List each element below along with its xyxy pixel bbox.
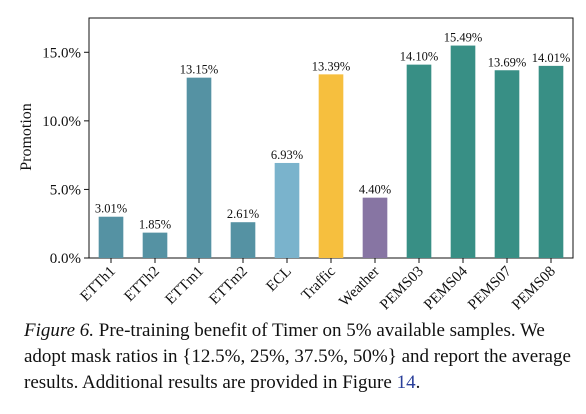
x-tick-label: PEMS07	[465, 263, 515, 313]
x-tick-label: ETTm1	[163, 264, 207, 308]
value-label: 13.69%	[488, 55, 527, 69]
bar-etth1	[98, 216, 124, 258]
x-tick-label: ECL	[263, 264, 294, 295]
value-label: 6.93%	[271, 148, 303, 162]
x-tick-label: Traffic	[299, 263, 339, 303]
figure-caption: Figure 6. Pre-training benefit of Timer …	[24, 318, 580, 396]
bar-traffic	[318, 74, 344, 258]
caption-figure-label: Figure 6.	[24, 320, 95, 341]
x-tick-label: PEMS04	[421, 263, 471, 313]
x-tick-label: PEMS03	[377, 264, 427, 314]
value-label: 13.39%	[312, 59, 351, 73]
bar-chart: 3.01% 1.85% 13.15% 2.61% 6.93% 13.39% 4.40% 14.…	[18, 17, 574, 314]
y-tick-label: 10.0%	[42, 114, 81, 130]
value-label: 14.10%	[400, 50, 439, 64]
bar-pems03	[406, 64, 432, 258]
x-tick-label: ETTm2	[207, 264, 251, 308]
chart-x-ticks: ETTh1 ETTh2 ETTm1 ETTm2 ECL TrafficWeatherPEM…	[77, 258, 559, 314]
bar-pems08	[538, 65, 564, 258]
caption-text: Pre-training benefit of Timer on 5% avai…	[24, 320, 571, 393]
value-label: 1.85%	[139, 218, 171, 232]
y-tick-label: 0.0%	[50, 251, 81, 267]
x-tick-label: ETTh2	[121, 264, 162, 305]
value-label: 14.01%	[532, 51, 571, 65]
caption-figure-link[interactable]: 14	[396, 372, 416, 393]
y-tick-label: 15.0%	[42, 45, 81, 61]
y-tick-label: 5.0%	[50, 182, 81, 198]
value-label: 2.61%	[227, 207, 259, 221]
bar-ettm2	[230, 222, 256, 258]
bar-ecl	[274, 162, 300, 258]
bar-pems07	[494, 70, 520, 258]
value-label: 13.15%	[180, 63, 219, 77]
chart-value-labels: 3.01% 1.85% 13.15% 2.61% 6.93% 13.39% 4.40% 14.…	[95, 31, 570, 232]
value-label: 3.01%	[95, 202, 127, 216]
bar-weather	[362, 197, 388, 258]
value-label: 15.49%	[444, 31, 483, 45]
x-tick-label: ETTh1	[77, 264, 118, 305]
bar-pems04	[450, 45, 476, 258]
y-axis-label: Promotion	[18, 103, 35, 171]
bar-ettm1	[186, 77, 212, 259]
x-tick-label: Weather	[336, 264, 382, 310]
bar-etth2	[142, 232, 168, 258]
value-label: 4.40%	[359, 183, 391, 197]
chart-y-ticks: 0.0% 5.0% 10.0% 15.0%	[42, 45, 89, 267]
chart-bars	[98, 45, 564, 259]
x-tick-label: PEMS08	[509, 264, 559, 314]
caption-text-end: .	[415, 372, 421, 393]
